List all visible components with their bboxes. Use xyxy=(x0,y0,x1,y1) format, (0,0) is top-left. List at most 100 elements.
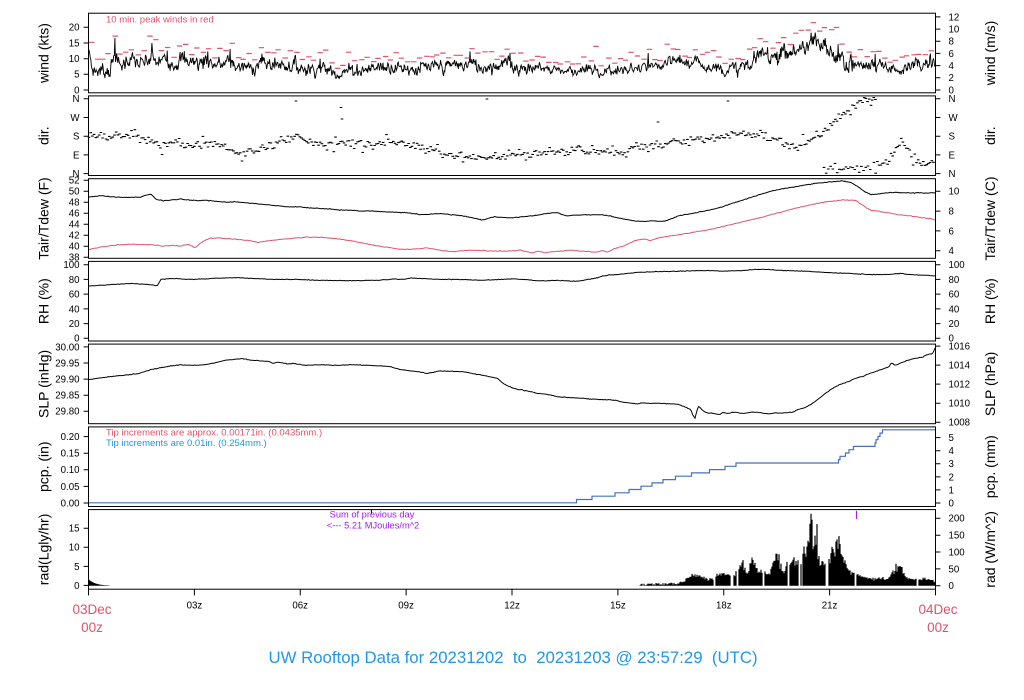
svg-text:4: 4 xyxy=(949,446,955,457)
svg-text:10: 10 xyxy=(949,25,960,36)
svg-text:0.10: 0.10 xyxy=(61,465,80,476)
svg-text:1010: 1010 xyxy=(949,399,971,410)
svg-text:10: 10 xyxy=(949,187,960,198)
svg-text:00z: 00z xyxy=(81,620,103,635)
svg-text:RH (%): RH (%) xyxy=(982,278,998,324)
svg-text:10 min. peak winds in red: 10 min. peak winds in red xyxy=(106,15,214,26)
svg-text:52: 52 xyxy=(69,176,80,187)
svg-text:20: 20 xyxy=(69,319,80,330)
svg-text:<--- 5.21 MJoules/m^2: <--- 5.21 MJoules/m^2 xyxy=(327,520,419,530)
svg-text:5: 5 xyxy=(74,562,79,573)
svg-text:50: 50 xyxy=(69,187,80,198)
svg-text:SLP (hPa): SLP (hPa) xyxy=(982,352,998,416)
svg-text:wind (kts): wind (kts) xyxy=(36,23,52,84)
svg-text:60: 60 xyxy=(949,290,960,301)
svg-text:29.85: 29.85 xyxy=(55,391,79,402)
svg-text:00z: 00z xyxy=(927,620,949,635)
svg-text:20: 20 xyxy=(949,319,960,330)
svg-text:29.90: 29.90 xyxy=(55,375,80,386)
svg-text:0.05: 0.05 xyxy=(61,482,80,493)
svg-text:21z: 21z xyxy=(822,601,838,612)
svg-text:W: W xyxy=(949,113,959,124)
svg-text:42: 42 xyxy=(69,231,80,242)
svg-text:N: N xyxy=(949,169,956,180)
svg-text:E: E xyxy=(949,150,956,161)
svg-text:2: 2 xyxy=(949,472,954,483)
svg-text:Sum of previous day: Sum of previous day xyxy=(330,510,415,520)
svg-text:Tip increments are approx. 0.0: Tip increments are approx. 0.00171in. (0… xyxy=(106,427,322,438)
svg-text:15: 15 xyxy=(69,524,80,535)
svg-text:18z: 18z xyxy=(716,601,732,612)
svg-text:15: 15 xyxy=(69,38,80,49)
svg-text:0.20: 0.20 xyxy=(61,432,80,443)
svg-text:N: N xyxy=(949,94,956,105)
svg-text:15z: 15z xyxy=(610,601,626,612)
svg-text:W: W xyxy=(70,113,80,124)
svg-text:rad(Lgly/hr): rad(Lgly/hr) xyxy=(36,514,52,586)
svg-text:04Dec: 04Dec xyxy=(918,602,957,617)
svg-text:dir.: dir. xyxy=(982,126,998,145)
svg-text:0: 0 xyxy=(74,581,80,592)
svg-text:09z: 09z xyxy=(398,601,414,612)
svg-text:200: 200 xyxy=(949,514,966,525)
svg-text:40: 40 xyxy=(949,304,960,315)
svg-text:150: 150 xyxy=(949,531,966,542)
svg-text:Tair/Tdew (F): Tair/Tdew (F) xyxy=(36,177,52,259)
svg-text:8: 8 xyxy=(949,207,954,218)
svg-text:pcp. (in): pcp. (in) xyxy=(36,441,52,492)
svg-text:10: 10 xyxy=(69,543,80,554)
svg-text:RH (%): RH (%) xyxy=(36,278,52,324)
svg-text:N: N xyxy=(73,94,80,105)
svg-text:6: 6 xyxy=(949,226,954,237)
svg-text:29.80: 29.80 xyxy=(55,407,80,418)
svg-text:100: 100 xyxy=(949,260,966,271)
svg-text:4: 4 xyxy=(949,246,955,257)
svg-text:40: 40 xyxy=(69,242,80,253)
svg-text:8: 8 xyxy=(949,37,954,48)
svg-text:80: 80 xyxy=(949,275,960,286)
svg-text:12: 12 xyxy=(949,12,960,23)
svg-text:S: S xyxy=(73,132,80,143)
svg-text:1014: 1014 xyxy=(949,361,971,372)
svg-text:1016: 1016 xyxy=(949,342,971,353)
svg-text:0: 0 xyxy=(74,334,80,345)
svg-text:0: 0 xyxy=(74,85,80,96)
svg-text:100: 100 xyxy=(949,547,966,558)
svg-text:50: 50 xyxy=(949,564,960,575)
svg-text:2: 2 xyxy=(949,73,954,84)
svg-text:SLP (inHg): SLP (inHg) xyxy=(36,350,52,418)
svg-text:rad (W/m^2): rad (W/m^2) xyxy=(982,511,998,588)
svg-text:5: 5 xyxy=(74,70,79,81)
svg-text:46: 46 xyxy=(69,209,80,220)
svg-text:1012: 1012 xyxy=(949,380,971,391)
svg-text:dir.: dir. xyxy=(36,126,52,145)
svg-text:20: 20 xyxy=(69,23,80,34)
svg-text:0: 0 xyxy=(949,334,955,345)
svg-text:1008: 1008 xyxy=(949,418,971,429)
svg-text:UW Rooftop Data for 20231202: UW Rooftop Data for 20231202 to 20231203… xyxy=(268,648,757,667)
svg-text:0.15: 0.15 xyxy=(61,449,80,460)
svg-text:0: 0 xyxy=(949,498,955,509)
svg-text:12z: 12z xyxy=(504,601,520,612)
svg-text:pcp. (mm): pcp. (mm) xyxy=(982,435,998,498)
svg-text:6: 6 xyxy=(949,49,954,60)
svg-text:wind (m/s): wind (m/s) xyxy=(982,21,998,87)
svg-text:0.00: 0.00 xyxy=(61,498,80,509)
svg-text:5: 5 xyxy=(949,433,954,444)
svg-text:0: 0 xyxy=(949,85,955,96)
svg-text:48: 48 xyxy=(69,198,80,209)
svg-text:29.95: 29.95 xyxy=(55,358,79,369)
svg-text:30.00: 30.00 xyxy=(55,342,80,353)
svg-text:1: 1 xyxy=(949,485,954,496)
svg-text:S: S xyxy=(949,132,956,143)
svg-text:03Dec: 03Dec xyxy=(72,602,111,617)
svg-text:3: 3 xyxy=(949,459,954,470)
svg-text:100: 100 xyxy=(63,260,80,271)
svg-text:40: 40 xyxy=(69,304,80,315)
svg-text:0: 0 xyxy=(949,581,955,592)
svg-text:4: 4 xyxy=(949,61,955,72)
svg-text:06z: 06z xyxy=(292,601,308,612)
svg-text:N: N xyxy=(73,169,80,180)
svg-text:60: 60 xyxy=(69,290,80,301)
svg-text:44: 44 xyxy=(69,220,80,231)
